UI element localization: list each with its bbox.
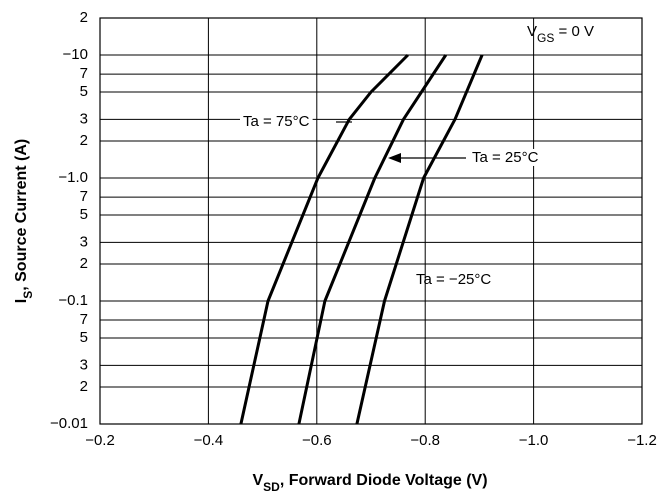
x-axis-label-part: V <box>252 472 263 489</box>
series-line <box>297 54 448 425</box>
y-tick-label: 7 <box>80 188 88 205</box>
x-tick-label: −0.4 <box>194 432 224 449</box>
x-tick-label: −1.2 <box>627 432 657 449</box>
arrow-head <box>388 153 401 163</box>
x-axis-label-part: SD <box>263 480 280 494</box>
y-tick-label: 2 <box>80 132 88 149</box>
series-label: Ta = 75°C <box>243 113 310 130</box>
y-axis-label-part: I <box>13 299 30 303</box>
label-bg <box>469 148 542 166</box>
x-tick-label: −0.8 <box>410 432 440 449</box>
y-tick-label: 5 <box>80 206 88 223</box>
annotation-part: = 0 V <box>554 23 594 40</box>
y-tick-label: 5 <box>80 329 88 346</box>
annotation: VGS = 0 V <box>527 23 594 45</box>
y-tick-label: 5 <box>80 83 88 100</box>
x-tick-label: −0.6 <box>302 432 332 449</box>
y-tick-label: 3 <box>80 356 88 373</box>
y-tick-label: −0.01 <box>50 415 88 432</box>
series-label: Ta = 25°C <box>472 149 539 166</box>
y-tick-label: 3 <box>80 110 88 127</box>
y-tick-label: 3 <box>80 233 88 250</box>
annotation-part: GS <box>537 31 554 45</box>
y-tick-label: 7 <box>80 65 88 82</box>
label-bg <box>240 112 313 130</box>
y-tick-label: 2 <box>80 378 88 395</box>
y-tick-label: 2 <box>80 255 88 272</box>
series-line <box>355 54 484 425</box>
x-tick-label: −0.2 <box>85 432 115 449</box>
y-tick-label: 7 <box>80 311 88 328</box>
y-tick-label: −1.0 <box>58 169 88 186</box>
y-tick-label: −0.1 <box>58 292 88 309</box>
x-axis-label-part: , Forward Diode Voltage (V) <box>280 472 488 489</box>
series-line <box>239 53 409 425</box>
x-tick-label: −1.0 <box>519 432 549 449</box>
y-axis-label-part: S <box>21 291 35 299</box>
series-label: Ta = −25°C <box>416 271 491 288</box>
y-tick-label: 2 <box>80 9 88 26</box>
annotation-part: V <box>527 23 537 40</box>
y-axis-label-part: , Source Current (A) <box>13 139 30 291</box>
y-axis-label: IS, Source Current (A) <box>13 139 35 303</box>
x-axis-label: VSD, Forward Diode Voltage (V) <box>252 472 487 494</box>
y-tick-label: −10 <box>63 46 88 63</box>
